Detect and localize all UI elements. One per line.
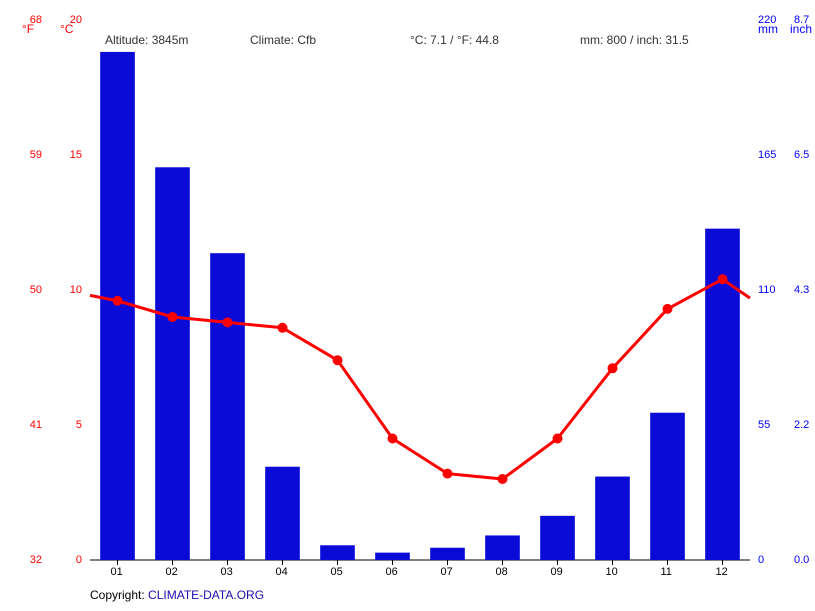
bar (375, 553, 410, 560)
temperature-marker (443, 469, 453, 479)
tick-label: 10 (606, 566, 618, 578)
temperature-marker (553, 434, 563, 444)
header-temp: °C: 7.1 / °F: 44.8 (410, 33, 499, 47)
header-precip: mm: 800 / inch: 31.5 (580, 33, 689, 47)
copyright-link[interactable]: CLIMATE-DATA.ORG (148, 588, 264, 602)
bar (430, 548, 465, 560)
tick-label: 03 (221, 566, 233, 578)
bar (210, 253, 245, 560)
header-altitude: Altitude: 3845m (105, 33, 188, 47)
copyright: Copyright: CLIMATE-DATA.ORG (90, 588, 264, 602)
copyright-prefix: Copyright: (90, 588, 148, 602)
tick-label: 59 (30, 149, 42, 161)
tick-label: 55 (758, 419, 770, 431)
tick-label: 01 (111, 566, 123, 578)
tick-label: 2.2 (794, 419, 809, 431)
tick-label: 68 (30, 14, 42, 26)
temperature-marker (113, 296, 123, 306)
temperature-marker (663, 304, 673, 314)
tick-label: 6.5 (794, 149, 809, 161)
tick-label: 0 (76, 554, 82, 566)
tick-label: 110 (758, 284, 776, 296)
bar (540, 516, 575, 560)
tick-label: 8.7 (794, 14, 809, 26)
bar (320, 545, 355, 560)
tick-label: 05 (331, 566, 343, 578)
tick-label: 5 (76, 419, 82, 431)
temperature-marker (278, 323, 288, 333)
bar (485, 535, 520, 560)
tick-label: 11 (661, 566, 672, 578)
bar (650, 413, 685, 560)
tick-label: 12 (716, 566, 728, 578)
temperature-marker (168, 312, 178, 322)
temperature-marker (498, 474, 508, 484)
tick-label: 02 (166, 566, 178, 578)
header-climate: Climate: Cfb (250, 33, 316, 47)
bar (155, 167, 190, 560)
tick-label: 04 (276, 566, 288, 578)
tick-label: 20 (70, 14, 82, 26)
bar (595, 477, 630, 560)
tick-label: 0.0 (794, 554, 809, 566)
tick-label: 4.3 (794, 284, 809, 296)
tick-label: 07 (441, 566, 453, 578)
tick-label: 0 (758, 554, 764, 566)
tick-label: 165 (758, 149, 776, 161)
tick-label: 08 (496, 566, 508, 578)
temperature-marker (333, 355, 343, 365)
tick-label: 10 (70, 284, 82, 296)
temperature-marker (388, 434, 398, 444)
tick-label: 06 (386, 566, 398, 578)
temperature-marker (608, 363, 618, 373)
tick-label: 09 (551, 566, 563, 578)
climate-chart: °F °C mm inch Altitude: 3845m Climate: C… (0, 0, 815, 611)
bar (265, 467, 300, 560)
tick-label: 15 (70, 149, 82, 161)
bar (100, 52, 135, 560)
tick-label: 41 (30, 419, 42, 431)
tick-label: 220 (758, 14, 776, 26)
chart-svg (0, 0, 815, 611)
tick-label: 50 (30, 284, 42, 296)
tick-label: 32 (30, 554, 42, 566)
temperature-marker (718, 274, 728, 284)
temperature-marker (223, 317, 233, 327)
